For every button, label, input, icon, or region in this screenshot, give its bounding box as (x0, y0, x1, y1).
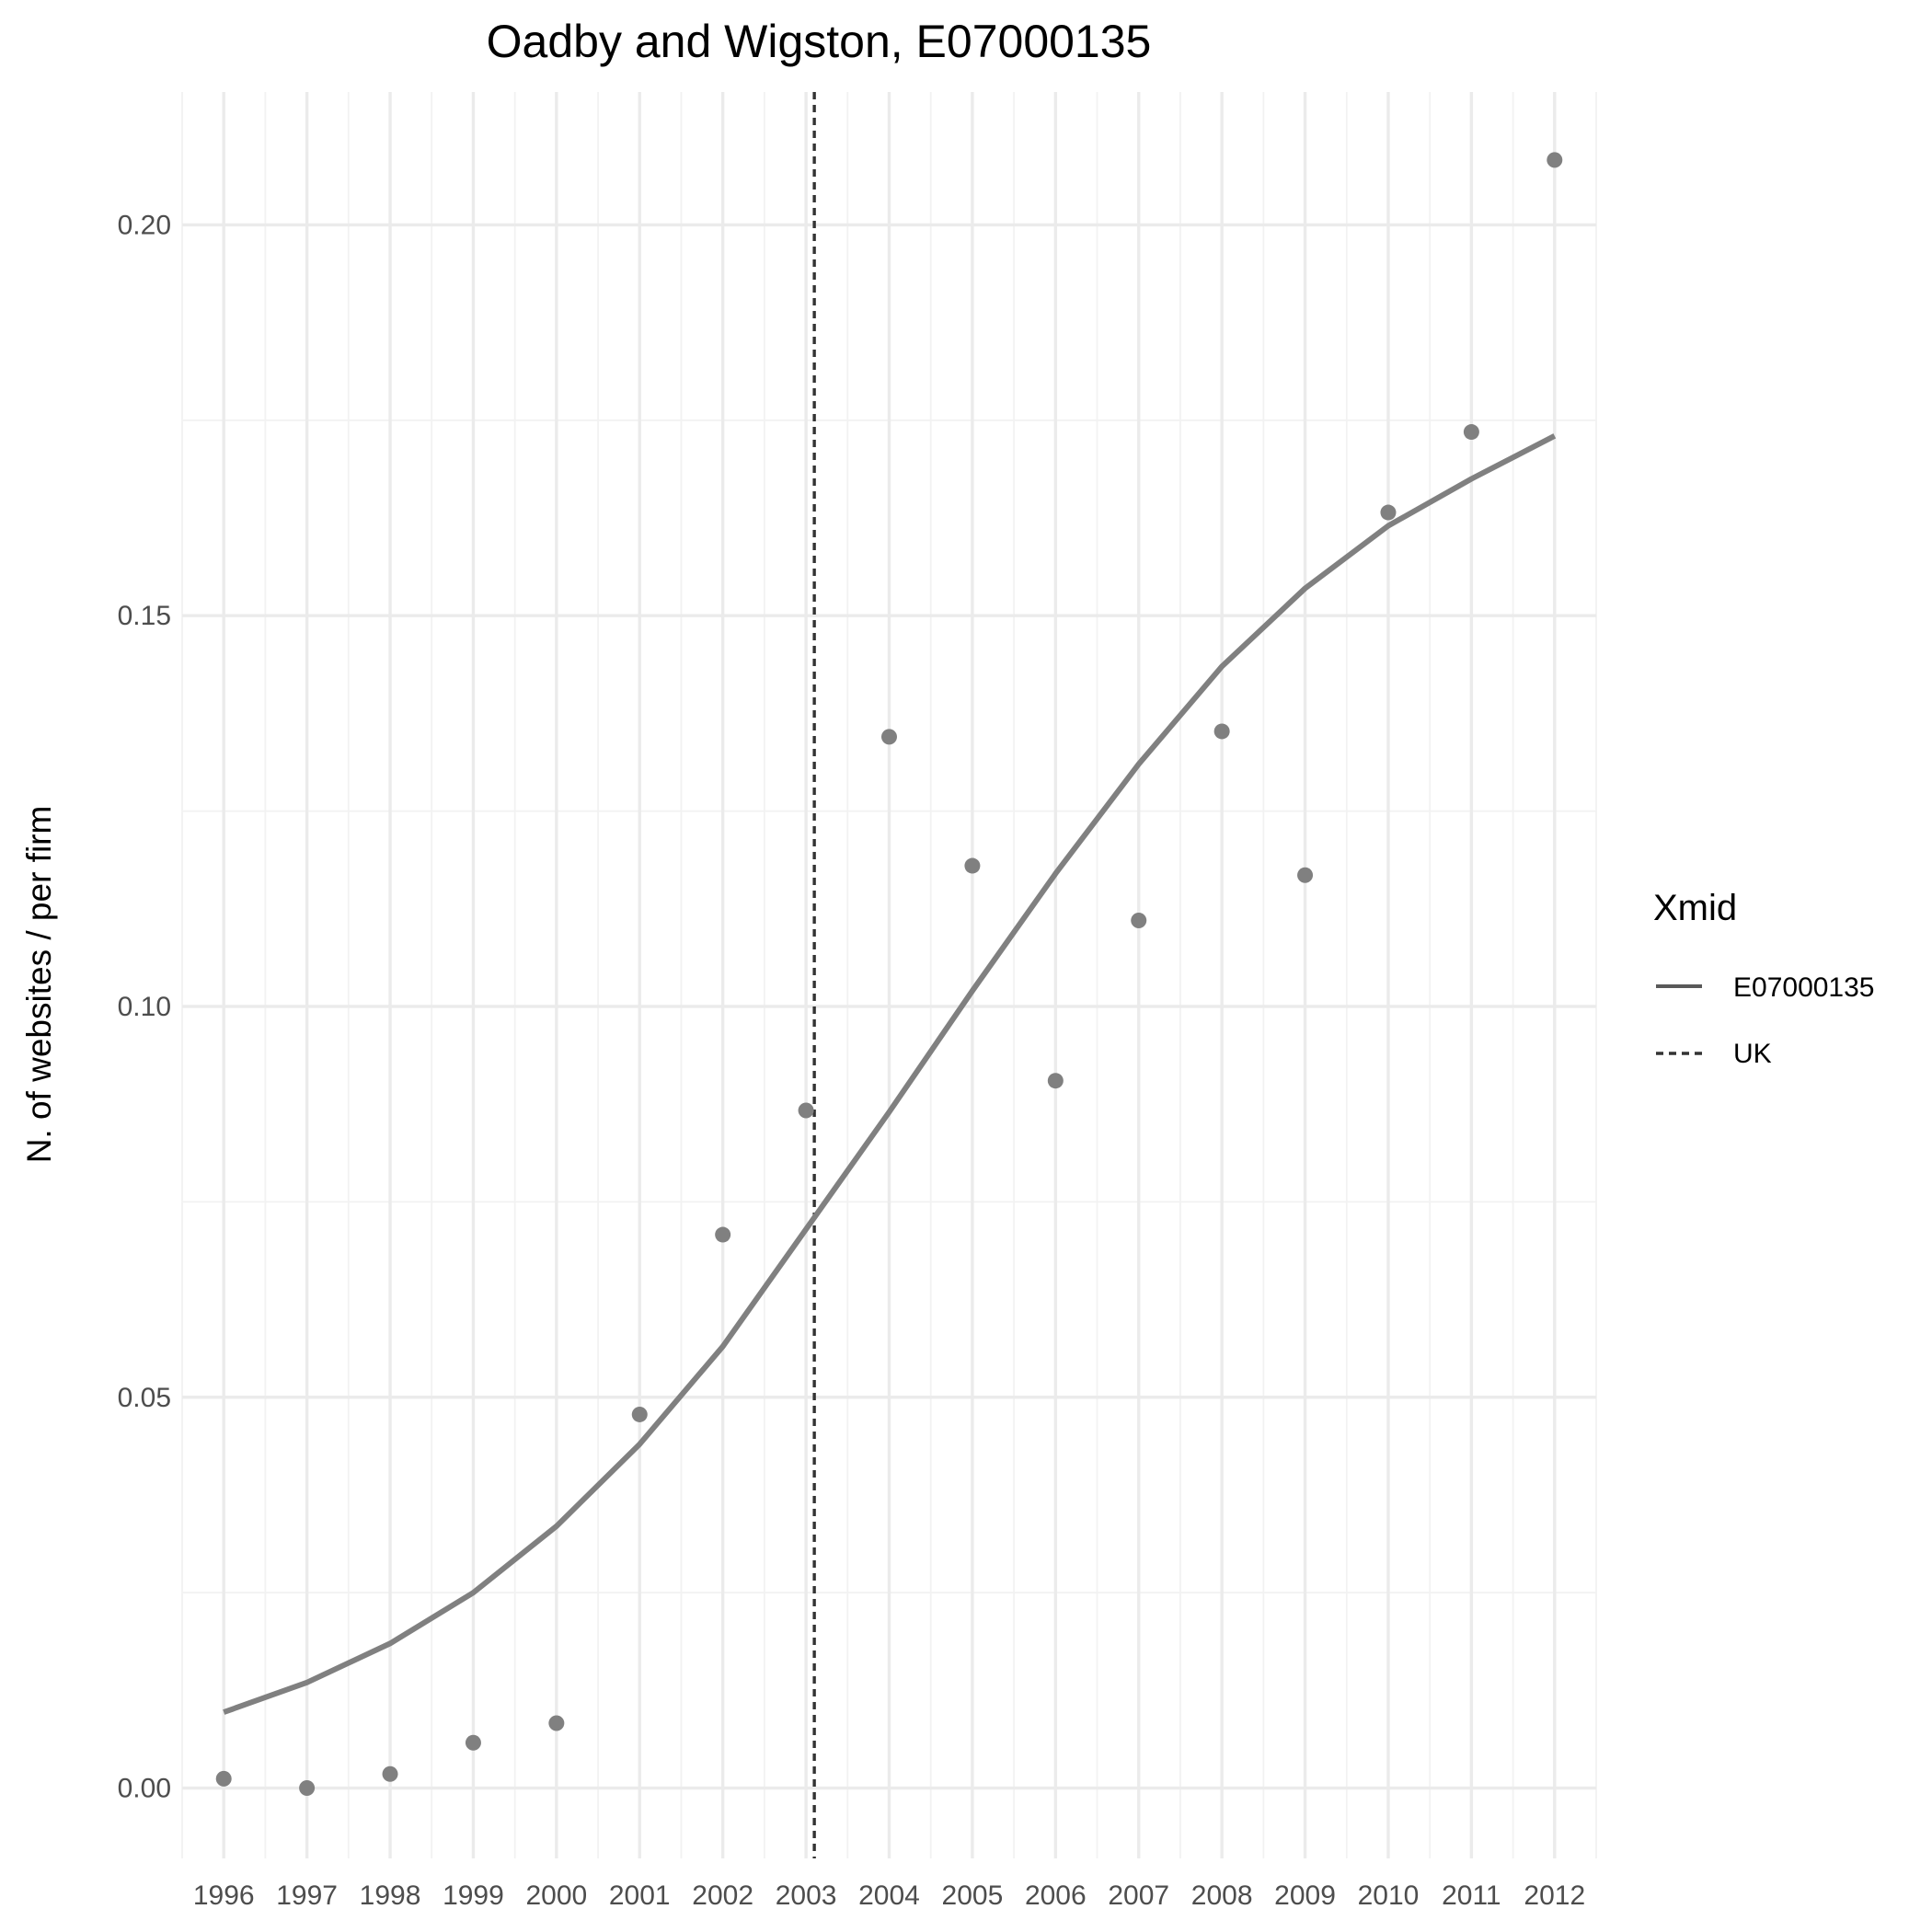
chart-title: Oadby and Wigston, E07000135 (487, 16, 1152, 67)
data-point (1131, 913, 1147, 929)
x-tick-label: 2003 (776, 1880, 837, 1911)
data-point (1463, 424, 1479, 441)
y-axis-label: N. of websites / per firm (20, 806, 58, 1164)
x-tick-label: 1999 (443, 1880, 504, 1911)
data-point (715, 1226, 731, 1243)
x-tick-label: 2009 (1274, 1880, 1336, 1911)
y-tick-label: 0.15 (118, 601, 171, 631)
x-tick-label: 2002 (692, 1880, 753, 1911)
x-tick-label: 2001 (609, 1880, 671, 1911)
data-point (798, 1102, 814, 1119)
y-tick-label: 0.05 (118, 1383, 171, 1413)
grid-layer (181, 92, 1597, 1858)
x-tick-label: 2006 (1025, 1880, 1087, 1911)
x-tick-label: 2011 (1442, 1880, 1501, 1911)
x-tick-label: 2008 (1191, 1880, 1253, 1911)
legend-label-uk: UK (1733, 1039, 1772, 1069)
x-tick-label: 2012 (1524, 1880, 1585, 1911)
y-tick-label: 0.20 (118, 210, 171, 240)
data-point (299, 1780, 316, 1797)
y-tick-label: 0.10 (118, 992, 171, 1022)
x-tick-label: 2007 (1108, 1880, 1169, 1911)
axis-layer: 0.00 0.05 0.10 0.15 0.20 1996 1997 1998 1999 2000… (118, 210, 1586, 1911)
x-tick-label: 2005 (942, 1880, 1004, 1911)
data-point (382, 1765, 398, 1782)
legend-title: Xmid (1653, 888, 1737, 928)
x-tick-label: 2000 (525, 1880, 587, 1911)
data-point (1380, 504, 1397, 521)
series-line-e07000135 (223, 433, 1557, 1715)
data-point (881, 729, 897, 745)
series-layer (223, 433, 1557, 1715)
legend-label-e07000135: E07000135 (1733, 972, 1875, 1003)
points-layer (215, 152, 1563, 1797)
data-point (548, 1715, 565, 1731)
data-point (1047, 1073, 1064, 1089)
data-point (964, 857, 981, 874)
data-point (1297, 867, 1314, 883)
x-tick-label: 1998 (360, 1880, 421, 1911)
x-tick-label: 2010 (1358, 1880, 1420, 1911)
data-point (1213, 723, 1230, 740)
data-point (1547, 152, 1563, 168)
x-tick-label: 1997 (276, 1880, 338, 1911)
data-point (215, 1770, 232, 1787)
y-tick-label: 0.00 (118, 1774, 171, 1804)
data-point (465, 1734, 481, 1751)
legend: Xmid E07000135 UK (1653, 888, 1875, 1069)
x-tick-label: 2004 (858, 1880, 920, 1911)
x-tick-label: 1996 (193, 1880, 255, 1911)
data-point (631, 1406, 648, 1422)
